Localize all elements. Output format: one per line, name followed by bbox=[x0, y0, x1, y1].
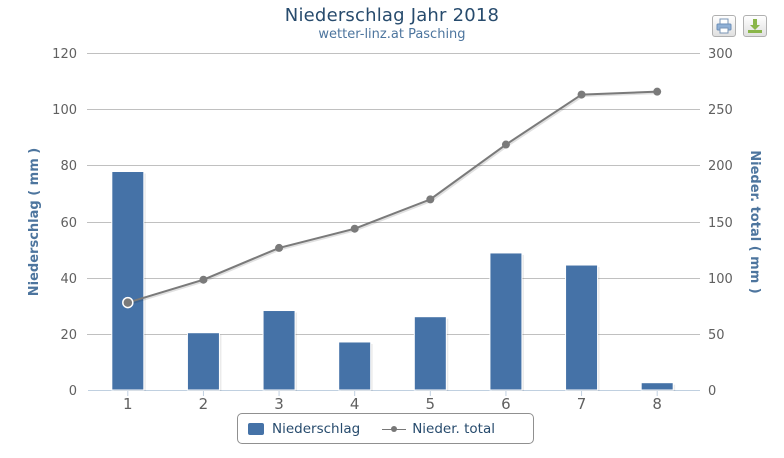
bar[interactable] bbox=[565, 264, 599, 391]
bar[interactable] bbox=[186, 332, 220, 391]
x-tick-label: 4 bbox=[350, 395, 360, 413]
left-tick-label: 80 bbox=[60, 159, 77, 174]
print-icon bbox=[716, 18, 732, 34]
x-tick-label: 6 bbox=[501, 395, 511, 413]
left-tick-label: 100 bbox=[52, 103, 77, 118]
download-icon bbox=[748, 19, 762, 33]
left-tick-label: 120 bbox=[52, 47, 77, 62]
line-point[interactable] bbox=[199, 275, 208, 284]
chart-title: Niederschlag Jahr 2018 bbox=[284, 5, 500, 26]
right-tick-label: 100 bbox=[708, 272, 733, 287]
legend-item-nieder-total[interactable]: Nieder. total bbox=[360, 421, 495, 437]
left-tick-label: 40 bbox=[60, 272, 77, 287]
x-tick-label: 2 bbox=[199, 395, 209, 413]
download-button[interactable] bbox=[743, 15, 767, 37]
line-point[interactable] bbox=[577, 90, 586, 99]
legend-label: Niederschlag bbox=[272, 420, 361, 437]
right-axis-title: Nieder. total ( mm ) bbox=[747, 150, 762, 293]
chart-subtitle: wetter-linz.at Pasching bbox=[318, 27, 466, 42]
right-tick-label: 0 bbox=[708, 384, 716, 399]
right-tick-label: 250 bbox=[708, 103, 733, 118]
line-series bbox=[122, 87, 662, 309]
left-axis-title: Niederschlag ( mm ) bbox=[27, 148, 42, 296]
bar[interactable] bbox=[111, 171, 145, 391]
x-tick-label: 3 bbox=[274, 395, 284, 413]
left-tick-label: 20 bbox=[60, 328, 77, 343]
left-tick-label: 60 bbox=[60, 216, 77, 231]
right-tick-label: 50 bbox=[708, 328, 725, 343]
line-point[interactable] bbox=[350, 224, 359, 233]
x-axis-ticks: 1 2 3 4 5 6 7 8 bbox=[123, 391, 662, 413]
line-marker-icon bbox=[382, 423, 407, 435]
right-tick-label: 300 bbox=[708, 47, 733, 62]
bar[interactable] bbox=[262, 310, 296, 391]
x-tick-label: 8 bbox=[652, 395, 662, 413]
bar-swatch-icon bbox=[248, 422, 264, 435]
x-tick-label: 1 bbox=[123, 395, 133, 413]
bar[interactable] bbox=[640, 382, 674, 391]
print-button[interactable] bbox=[712, 15, 736, 37]
bar[interactable] bbox=[338, 341, 372, 391]
line-point[interactable] bbox=[653, 87, 662, 96]
x-tick-label: 7 bbox=[577, 395, 587, 413]
legend: Niederschlag Nieder. total bbox=[237, 413, 534, 444]
right-tick-label: 150 bbox=[708, 216, 733, 231]
legend-label: Nieder. total bbox=[412, 420, 495, 437]
left-axis-ticks: 0 20 40 60 80 100 120 bbox=[52, 47, 77, 399]
line-point-hover[interactable] bbox=[122, 296, 134, 309]
x-tick-label: 5 bbox=[426, 395, 436, 413]
legend-item-niederschlag[interactable]: Niederschlag bbox=[238, 421, 360, 437]
line-point[interactable] bbox=[426, 195, 435, 204]
line-point[interactable] bbox=[501, 140, 510, 149]
bar[interactable] bbox=[489, 252, 523, 391]
right-axis-ticks: 0 50 100 150 200 250 300 bbox=[708, 47, 733, 399]
right-tick-label: 200 bbox=[708, 159, 733, 174]
bar[interactable] bbox=[413, 316, 447, 391]
cumulative-line bbox=[127, 90, 658, 304]
line-point[interactable] bbox=[275, 243, 284, 252]
left-tick-label: 0 bbox=[69, 384, 77, 399]
bar-series bbox=[111, 171, 676, 391]
